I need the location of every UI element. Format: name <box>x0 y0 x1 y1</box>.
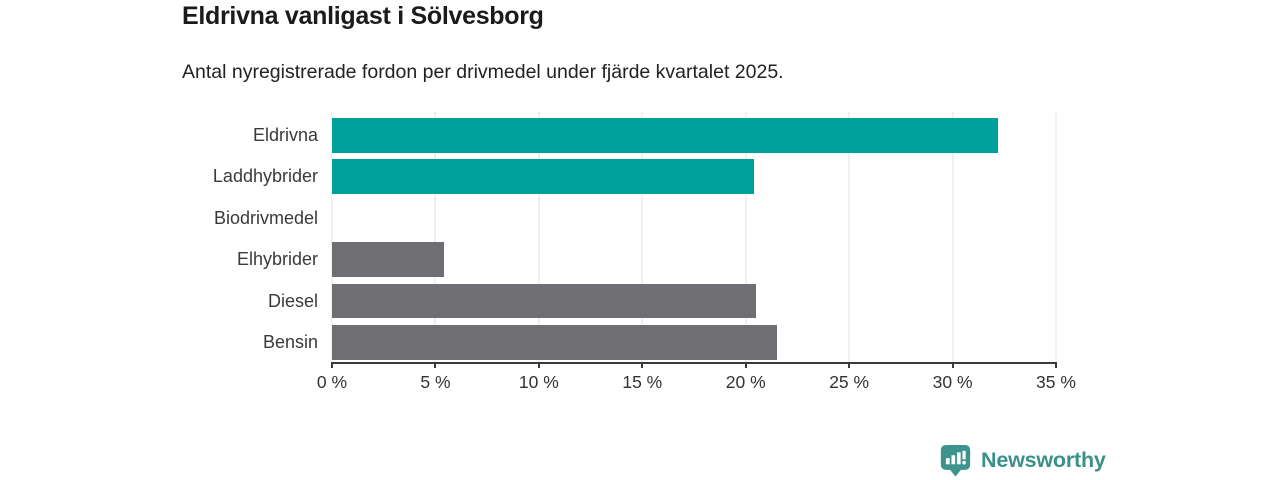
x-axis-line <box>332 362 1057 364</box>
x-axis-tick-label: 35 % <box>1036 372 1076 392</box>
chart-subtitle: Antal nyregistrerade fordon per drivmede… <box>182 61 784 83</box>
y-axis-category-labels: Eldrivna Laddhybrider Biodrivmedel Elhybrid… <box>0 112 318 362</box>
x-axis-tick-label: 25 % <box>829 372 870 392</box>
bar-elhybrider <box>332 242 444 277</box>
newsworthy-logo-icon <box>940 444 971 477</box>
category-label: Biodrivmedel <box>213 207 318 228</box>
x-axis-tick <box>744 362 747 368</box>
chart-title: Eldrivna vanligast i Sölvesborg <box>182 2 544 30</box>
x-axis-tick <box>641 362 644 368</box>
x-axis-tick-label: 0 % <box>316 372 348 392</box>
gridline <box>641 112 643 362</box>
category-label: Eldrivna <box>252 125 318 145</box>
x-axis-tick <box>434 362 437 368</box>
x-axis-tick-label: 20 % <box>725 372 766 392</box>
x-axis-tick <box>951 362 954 368</box>
x-axis-tick <box>537 362 540 368</box>
category-label: Diesel <box>267 290 318 311</box>
gridline <box>745 112 747 362</box>
x-axis-tick-label: 10 % <box>518 372 559 392</box>
bar-bensin <box>332 325 777 360</box>
x-axis-tick-label: 5 % <box>420 372 451 392</box>
x-axis-tick-label: 30 % <box>932 372 973 392</box>
brand-footer: Newsworthy <box>939 444 1106 477</box>
x-axis-tick <box>848 362 851 368</box>
bar-diesel <box>332 283 757 319</box>
x-axis-tick <box>1055 362 1057 368</box>
horizontal-bar-chart: Eldrivna Laddhybrider Biodrivmedel Elhybrid… <box>0 112 1076 392</box>
gridline <box>952 112 954 362</box>
plot-area: 0 % 5 % 10 % 15 % 20 % 25 % 30 % 35 % <box>317 112 1076 392</box>
category-label: Bensin <box>262 332 318 353</box>
x-axis-tick <box>331 362 333 368</box>
brand-name: Newsworthy <box>981 448 1106 472</box>
gridline <box>848 112 850 362</box>
gridline <box>1055 112 1057 362</box>
bar-eldrivna <box>332 118 999 153</box>
gridline <box>538 112 540 362</box>
gridline <box>434 112 436 362</box>
category-label: Laddhybrider <box>212 166 318 187</box>
category-label: Elhybrider <box>236 249 318 270</box>
bar-laddhybrider <box>332 159 754 194</box>
x-axis-tick-label: 15 % <box>622 372 663 392</box>
gridline <box>331 112 333 362</box>
